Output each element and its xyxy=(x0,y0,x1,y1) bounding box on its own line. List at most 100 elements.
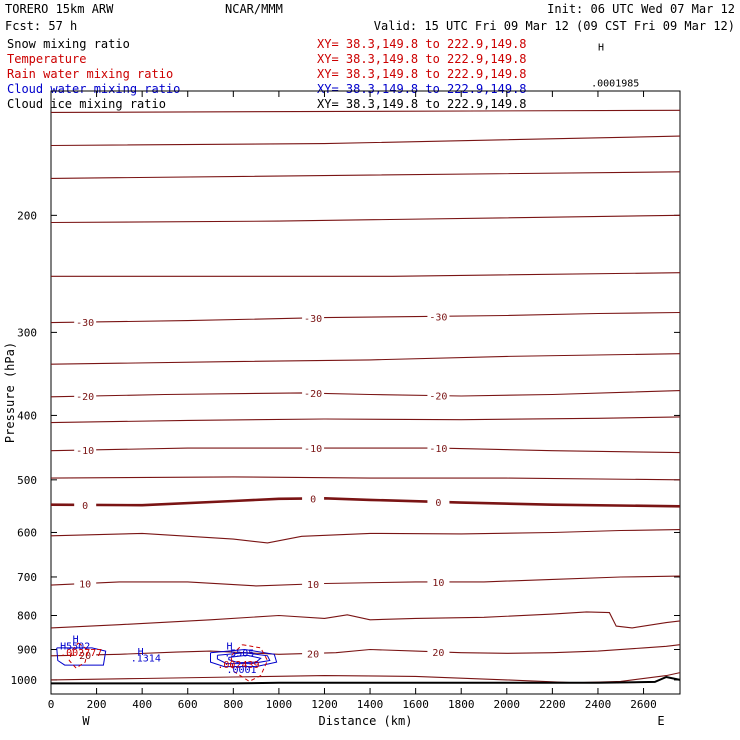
isotherm-line xyxy=(50,447,681,454)
model-title: TORERO 15km ARW xyxy=(5,2,114,16)
init-time: Init: 06 UTC Wed 07 Mar 12 xyxy=(547,2,735,16)
extremum-label: .1314 xyxy=(131,653,161,664)
y-tick-label: 300 xyxy=(17,326,37,339)
isotherm-label-bg xyxy=(74,390,97,402)
legend: Snow mixing ratio XY= 38.3,149.8 to 222.9… xyxy=(7,37,527,111)
isotherm-label-bg xyxy=(74,649,97,661)
isotherm-label: -20 xyxy=(429,392,447,403)
extremum-label: .002777 xyxy=(60,648,102,659)
isotherm-label: 20 xyxy=(307,649,319,660)
isotherm-label: 20 xyxy=(432,648,444,659)
isotherm-label-bg xyxy=(427,442,450,454)
cloud-water-contour xyxy=(56,647,107,666)
x-tick-label: 1600 xyxy=(402,698,429,711)
isotherm-line xyxy=(50,353,681,365)
isotherm-line xyxy=(50,611,681,629)
isotherm-line xyxy=(50,529,681,544)
x-end-label-east: E xyxy=(657,714,664,728)
legend-entry: Temperature xyxy=(7,52,86,66)
x-tick-label: 1000 xyxy=(266,698,293,711)
isotherm-label-bg xyxy=(74,577,97,589)
x-tick-label: 200 xyxy=(87,698,107,711)
x-tick-label: 2400 xyxy=(585,698,612,711)
isotherm-label-bg xyxy=(427,495,450,507)
x-tick-label: 2000 xyxy=(494,698,521,711)
isotherm-label-bg xyxy=(302,442,325,454)
y-tick-label: 500 xyxy=(17,474,37,487)
x-tick-label: 2200 xyxy=(539,698,566,711)
x-tick-label: 2600 xyxy=(630,698,657,711)
cloud-water-contour xyxy=(228,654,262,664)
extremum-label: H5502 xyxy=(60,642,90,653)
isotherm-label: 10 xyxy=(432,578,444,589)
extremum-label: H xyxy=(138,647,144,658)
legend-entry: Snow mixing ratio xyxy=(7,37,130,51)
isotherm-label-bg xyxy=(427,575,450,587)
y-tick-label: 200 xyxy=(17,209,37,222)
cloud-water-contour xyxy=(216,652,271,665)
terrain-line xyxy=(51,675,681,685)
legend-section-coords: XY= 38.3,149.8 to 222.9,149.8 xyxy=(317,52,527,66)
isotherm-label: -30 xyxy=(76,318,94,329)
x-tick-label: 400 xyxy=(132,698,152,711)
extremum-label: H xyxy=(598,43,604,54)
isotherm-line xyxy=(50,311,681,324)
y-tick-label: 800 xyxy=(17,610,37,623)
x-tick-label: 1400 xyxy=(357,698,384,711)
forecast-hour: Fcst: 57 h xyxy=(5,19,77,33)
plot-frame xyxy=(50,90,681,695)
isotherm-label: 0 xyxy=(435,498,441,509)
isotherm-line xyxy=(51,272,681,277)
extremum-label: .002439 xyxy=(217,660,259,671)
x-tick-label: 1800 xyxy=(448,698,475,711)
y-tick-label: 900 xyxy=(17,644,37,657)
isotherm-label: -20 xyxy=(304,389,322,400)
isotherm-line xyxy=(50,644,681,657)
x-end-label-west: W xyxy=(82,714,90,728)
isotherm-label: 20 xyxy=(79,651,91,662)
legend-section-coords: XY= 38.3,149.8 to 222.9,149.8 xyxy=(317,37,527,51)
isotherm-line xyxy=(50,416,681,424)
isotherm-label: 10 xyxy=(307,580,319,591)
legend-section-coords: XY= 38.3,149.8 to 222.9,149.8 xyxy=(317,82,527,96)
y-tick-label: 600 xyxy=(17,526,37,539)
org-title: NCAR/MMM xyxy=(225,2,283,16)
cloud-water-contour xyxy=(210,648,278,668)
isotherm-label-bg xyxy=(302,647,325,659)
plot-area: 0 200 400 600 800 1000 1200 1400 1600 1800 2000 220… xyxy=(3,43,681,728)
x-tick-label: 1200 xyxy=(311,698,338,711)
isotherm-line xyxy=(50,135,681,147)
isotherm-label-bg xyxy=(74,444,97,456)
isotherm-line xyxy=(50,109,681,113)
isotherm-label-bg xyxy=(427,645,450,657)
isotherm-label: -10 xyxy=(76,446,94,457)
isotherm-line xyxy=(50,171,681,179)
isotherm-line xyxy=(50,476,681,481)
isotherm-line xyxy=(50,496,681,508)
y-axis-label: Pressure (hPa) xyxy=(3,342,17,443)
extremum-label: .0001 xyxy=(226,665,256,676)
x-tick-label: 600 xyxy=(178,698,198,711)
y-tick-label: 1000 xyxy=(11,674,38,687)
isotherm-label: 0 xyxy=(82,501,88,512)
x-axis-label: Distance (km) xyxy=(319,714,413,728)
isotherm-label: -20 xyxy=(76,392,94,403)
legend-section-coords: XY= 38.3,149.8 to 222.9,149.8 xyxy=(317,97,527,111)
isotherm-label: -10 xyxy=(429,444,447,455)
isotherm-label: 0 xyxy=(310,494,316,505)
x-tick-label: 800 xyxy=(223,698,243,711)
isotherm-label-bg xyxy=(302,492,325,504)
isotherm-label-bg xyxy=(74,498,97,510)
extremum-label: .0001985 xyxy=(591,79,639,90)
legend-entry: Cloud ice mixing ratio xyxy=(7,97,166,111)
isotherm-line xyxy=(50,390,681,398)
isotherm-label: -30 xyxy=(429,312,447,323)
isotherm-label-bg xyxy=(427,389,450,401)
y-tick-label: 700 xyxy=(17,571,37,584)
legend-entry: Rain water mixing ratio xyxy=(7,67,173,81)
rain-contour xyxy=(230,644,269,682)
legend-entry: Cloud water mixing ratio xyxy=(7,82,180,96)
isotherm-label-bg xyxy=(302,311,325,323)
isotherm-line xyxy=(50,575,681,587)
